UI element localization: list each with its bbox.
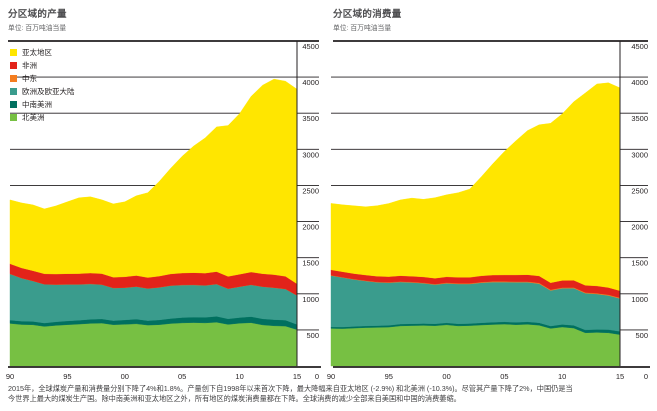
y-axis-label-3000: 3000 bbox=[631, 150, 648, 159]
y-axis-label-1000: 1000 bbox=[302, 295, 319, 304]
legend-swatch-icon bbox=[10, 49, 17, 56]
y-axis-label-4000: 4000 bbox=[631, 78, 648, 87]
legend-swatch-icon bbox=[10, 88, 17, 95]
x-axis-label-00: 00 bbox=[121, 372, 129, 381]
legend-item-亚太地区: 亚太地区 bbox=[10, 46, 75, 59]
consumption-title-block: 分区域的消费量 单位: 百万吨油当量 bbox=[333, 6, 402, 32]
footnote-line-1: 2015年，全球煤炭产量和消费量分别下降了4%和1.8%。产量创下自1998年以… bbox=[8, 384, 573, 393]
consumption-chart-title: 分区域的消费量 bbox=[333, 9, 402, 20]
footnote: 2015年，全球煤炭产量和消费量分别下降了4%和1.8%。产量创下自1998年以… bbox=[8, 384, 653, 404]
legend-label: 中南美洲 bbox=[22, 100, 52, 109]
area-亚太地区 bbox=[330, 82, 621, 291]
x-axis-label-15: 15 bbox=[616, 372, 624, 381]
legend-label: 非洲 bbox=[22, 61, 37, 70]
y-axis-label-500: 500 bbox=[306, 331, 319, 340]
x-axis-label-15: 15 bbox=[293, 372, 301, 381]
x-axis-label-10: 10 bbox=[235, 372, 243, 381]
x-axis-label-10: 10 bbox=[558, 372, 566, 381]
y-axis-label-1500: 1500 bbox=[631, 259, 648, 268]
legend-swatch-icon bbox=[10, 62, 17, 69]
y-axis-label-3500: 3500 bbox=[631, 114, 648, 123]
y-axis-label-500: 500 bbox=[635, 331, 648, 340]
legend-swatch-icon bbox=[10, 101, 17, 108]
footnote-line-2: 今世界上最大的煤炭生产国。除中南美洲和亚太地区之外，所有地区的煤炭消费量都在下降… bbox=[8, 394, 461, 403]
x-axis-label-00: 00 bbox=[442, 372, 450, 381]
x-axis-label-95: 95 bbox=[385, 372, 393, 381]
y-axis-label-1000: 1000 bbox=[631, 295, 648, 304]
legend-label: 中东 bbox=[22, 74, 37, 83]
legend-item-非洲: 非洲 bbox=[10, 59, 75, 72]
y-axis-label-2000: 2000 bbox=[302, 223, 319, 232]
legend-item-北美洲: 北美洲 bbox=[10, 111, 75, 124]
y-axis-label-0: 0 bbox=[644, 372, 648, 381]
area-北美洲 bbox=[9, 321, 298, 367]
legend-swatch-icon bbox=[10, 75, 17, 82]
area-北美洲 bbox=[330, 323, 621, 367]
y-axis-label-4000: 4000 bbox=[302, 78, 319, 87]
y-axis-label-2500: 2500 bbox=[631, 186, 648, 195]
y-axis-label-3000: 3000 bbox=[302, 150, 319, 159]
legend-label: 亚太地区 bbox=[22, 48, 52, 57]
y-axis-label-4500: 4500 bbox=[631, 42, 648, 51]
y-axis-label-2500: 2500 bbox=[302, 186, 319, 195]
y-axis-label-4500: 4500 bbox=[302, 42, 319, 51]
legend-item-中南美洲: 中南美洲 bbox=[10, 98, 75, 111]
y-axis-label-1500: 1500 bbox=[302, 259, 319, 268]
y-axis-label-0: 0 bbox=[315, 372, 319, 381]
x-axis-label-05: 05 bbox=[500, 372, 508, 381]
legend-item-中东: 中东 bbox=[10, 72, 75, 85]
legend-label: 北美洲 bbox=[22, 113, 45, 122]
legend-swatch-icon bbox=[10, 114, 17, 121]
legend-item-欧洲及欧亚大陆: 欧洲及欧亚大陆 bbox=[10, 85, 75, 98]
legend-label: 欧洲及欧亚大陆 bbox=[22, 87, 75, 96]
production-chart-unit: 单位: 百万吨油当量 bbox=[8, 25, 67, 32]
x-axis-label-95: 95 bbox=[63, 372, 71, 381]
consumption-chart-unit: 单位: 百万吨油当量 bbox=[333, 25, 392, 32]
x-axis-label-05: 05 bbox=[178, 372, 186, 381]
x-axis-label-90: 90 bbox=[327, 372, 335, 381]
chart-legend: 亚太地区非洲中东欧洲及欧亚大陆 中南美洲北美洲 bbox=[10, 46, 75, 124]
x-axis-label-90: 90 bbox=[6, 372, 14, 381]
production-chart-title: 分区域的产量 bbox=[8, 9, 67, 20]
y-axis-label-3500: 3500 bbox=[302, 114, 319, 123]
y-axis-label-2000: 2000 bbox=[631, 223, 648, 232]
production-title-block: 分区域的产量 单位: 百万吨油当量 bbox=[8, 6, 67, 32]
